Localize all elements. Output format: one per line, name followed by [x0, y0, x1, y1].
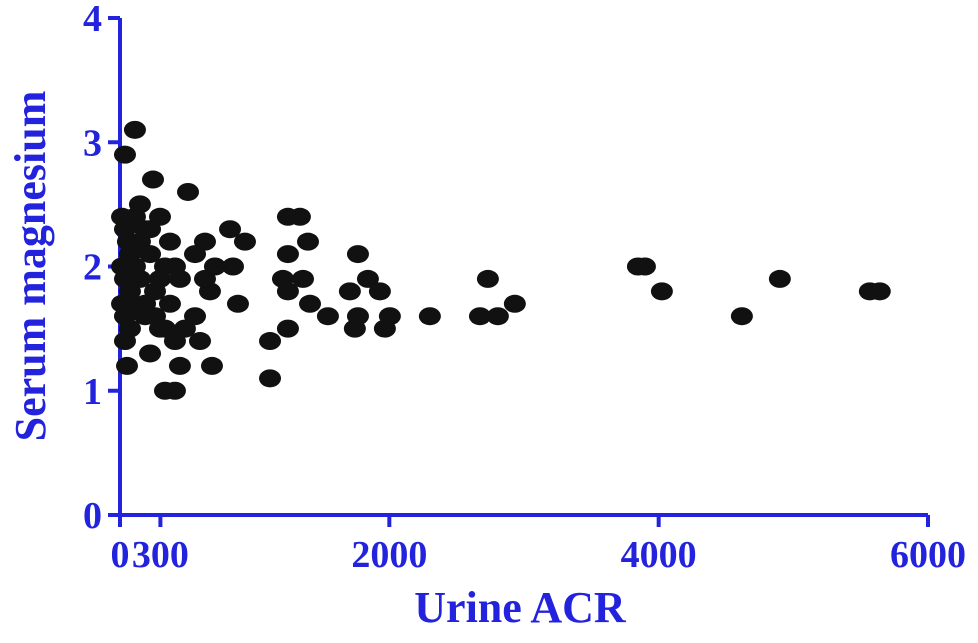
point: [200, 356, 223, 375]
point: [288, 207, 311, 226]
x-tick-label: 300: [132, 534, 189, 576]
point: [153, 257, 176, 276]
point: [116, 356, 139, 375]
point: [226, 294, 249, 313]
point: [486, 307, 509, 326]
point: [276, 245, 299, 264]
y-tick-label: 2: [83, 247, 102, 289]
point: [113, 145, 136, 164]
point: [219, 220, 242, 239]
point: [338, 282, 361, 301]
point: [221, 257, 244, 276]
point: [177, 182, 200, 201]
point: [122, 294, 145, 313]
point: [184, 245, 207, 264]
point: [356, 269, 379, 288]
point: [148, 319, 171, 338]
point: [346, 245, 369, 264]
y-axis-title: Serum magnesium: [6, 91, 55, 442]
point: [292, 269, 315, 288]
point: [418, 307, 441, 326]
y-tick-label: 1: [83, 371, 102, 413]
point: [141, 170, 164, 189]
y-tick-label: 0: [83, 495, 102, 537]
point: [368, 282, 391, 301]
point: [163, 332, 186, 351]
point: [259, 332, 282, 351]
point: [153, 381, 176, 400]
point: [233, 232, 256, 251]
point: [123, 120, 146, 139]
point: [203, 257, 226, 276]
point: [650, 282, 673, 301]
x-tick-label: 2000: [351, 534, 427, 576]
point: [168, 356, 191, 375]
point: [139, 344, 162, 363]
point: [316, 307, 339, 326]
point: [503, 294, 526, 313]
point: [128, 269, 151, 288]
point: [276, 319, 299, 338]
point: [299, 294, 322, 313]
point: [730, 307, 753, 326]
point: [633, 257, 656, 276]
point: [168, 269, 191, 288]
x-tick-label: 4000: [621, 534, 697, 576]
y-tick-label: 4: [83, 0, 102, 40]
point: [158, 294, 181, 313]
point: [123, 207, 146, 226]
point: [343, 319, 366, 338]
point: [468, 307, 491, 326]
point: [139, 220, 162, 239]
point: [184, 307, 207, 326]
point: [868, 282, 891, 301]
point: [296, 232, 319, 251]
x-axis-title: Urine ACR: [414, 583, 627, 632]
point: [276, 282, 299, 301]
point: [259, 369, 282, 388]
point: [476, 269, 499, 288]
point: [188, 332, 211, 351]
point: [158, 232, 181, 251]
x-tick-label: 6000: [890, 534, 966, 576]
x-tick-label: 0: [111, 534, 130, 576]
point: [373, 319, 396, 338]
point: [768, 269, 791, 288]
y-tick-label: 3: [83, 122, 102, 164]
point: [139, 245, 162, 264]
